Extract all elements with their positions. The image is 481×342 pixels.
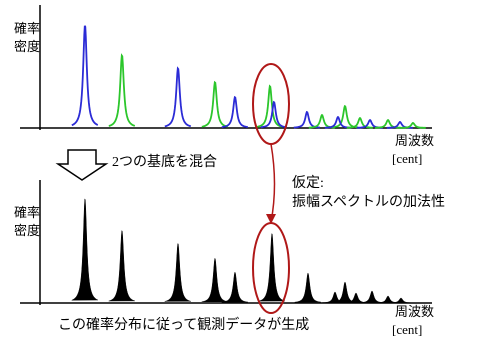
peak (294, 272, 321, 303)
top-y-label: 密度 (14, 39, 40, 54)
peak (164, 242, 191, 302)
peak (258, 232, 285, 302)
bottom-y-label: 密度 (14, 223, 40, 238)
peak (256, 84, 283, 128)
caption: この確率分布に従って観測データが生成 (58, 316, 309, 333)
peak (108, 229, 135, 302)
peak (71, 25, 99, 127)
bottom-x-label: [cent] (392, 322, 422, 337)
peak (293, 110, 320, 129)
annotation: 仮定: (292, 175, 324, 191)
annotation: 振幅スペクトルの加法性 (292, 194, 445, 210)
peak (387, 297, 414, 304)
peak (70, 197, 99, 301)
arrow-label: 2つの基底を混合 (112, 153, 217, 170)
peak (164, 66, 192, 128)
bottom-peaks (70, 197, 414, 304)
peak (260, 100, 287, 129)
peak (399, 122, 426, 129)
top-x-label: 周波数 (395, 133, 434, 148)
red-arrow (270, 143, 276, 223)
highlight-ellipse (252, 222, 290, 314)
highlight-ellipse (252, 63, 290, 145)
mix-arrow (55, 149, 109, 181)
peak (346, 117, 373, 129)
peak (324, 116, 351, 129)
top-peaks (71, 25, 426, 129)
peak (358, 290, 385, 303)
bottom-x-label: 周波数 (395, 304, 434, 319)
top-x-label: [cent] (392, 151, 422, 166)
peak (221, 271, 248, 303)
bottom-y-label: 確率 (14, 205, 40, 220)
peak (221, 95, 248, 129)
peak (201, 80, 228, 128)
peak (201, 257, 228, 303)
red-arrow-head (266, 214, 276, 224)
top-y-label: 確率 (14, 21, 40, 36)
peak (108, 53, 136, 127)
peak (374, 119, 401, 129)
